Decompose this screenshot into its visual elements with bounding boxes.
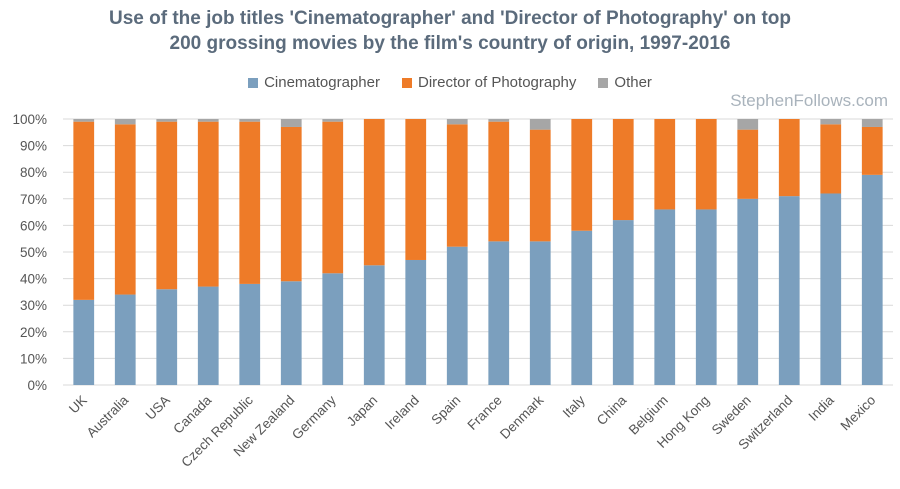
x-tick-label: Ireland — [382, 393, 422, 433]
x-tick-label: Denmark — [497, 392, 547, 442]
legend-label-director-of-photography: Director of Photography — [417, 74, 577, 91]
y-tick-label: 70% — [20, 192, 47, 207]
x-tick-label: China — [594, 392, 630, 428]
x-tick-label: Mexico — [838, 393, 879, 434]
bar-segment-cinematographer — [529, 241, 551, 385]
bar-segment-other — [861, 119, 883, 127]
bar-segment-cinematographer — [405, 259, 427, 385]
bar-segment-director-of-photography — [322, 121, 344, 274]
legend-label-other: Other — [614, 74, 652, 91]
bar-segment-director-of-photography — [405, 119, 427, 260]
x-tick-label: Czech Republic — [178, 392, 256, 470]
legend-swatch-director-of-photography — [401, 77, 412, 88]
bar-segment-other — [488, 119, 510, 122]
bar-segment-director-of-photography — [280, 126, 302, 282]
x-tick-label: Australia — [84, 392, 132, 440]
bar-segment-cinematographer — [737, 198, 759, 385]
bar-segment-cinematographer — [571, 230, 593, 385]
legend-item-cinematographer: Cinematographer — [248, 74, 380, 91]
bar-segment-director-of-photography — [488, 121, 510, 242]
bar-segment-director-of-photography — [695, 119, 717, 210]
y-tick-label: 60% — [20, 218, 47, 233]
bar-segment-cinematographer — [778, 196, 800, 385]
legend-label-cinematographer: Cinematographer — [264, 74, 380, 91]
y-tick-label: 20% — [20, 325, 47, 340]
bar-segment-other — [73, 119, 95, 122]
bar-segment-cinematographer — [239, 283, 261, 385]
bar-segment-other — [820, 119, 842, 125]
bar-segment-cinematographer — [612, 220, 634, 385]
legend-swatch-other — [598, 77, 609, 88]
x-tick-label: Germany — [289, 392, 339, 442]
y-tick-label: 90% — [20, 139, 47, 154]
bar-segment-cinematographer — [446, 246, 468, 385]
y-tick-label: 30% — [20, 298, 47, 313]
y-tick-label: 50% — [20, 245, 47, 260]
x-tick-label: UK — [66, 393, 90, 417]
bar-segment-director-of-photography — [778, 119, 800, 197]
x-tick-label: Italy — [560, 392, 588, 420]
bar-segment-other — [280, 119, 302, 127]
legend-item-other: Other — [598, 74, 652, 91]
bar-segment-director-of-photography — [571, 119, 593, 231]
chart-title: Use of the job titles 'Cinematographer' … — [0, 6, 900, 56]
chart-title-line-2: 200 grossing movies by the film's countr… — [169, 33, 731, 54]
bar-segment-other — [239, 119, 261, 122]
watermark: StephenFollows.com — [730, 91, 888, 110]
bar-segment-director-of-photography — [820, 124, 842, 194]
bar-segment-other — [529, 119, 551, 130]
x-tick-label: India — [806, 392, 838, 424]
bar-segment-cinematographer — [488, 241, 510, 385]
bar-segment-other — [737, 119, 759, 130]
bar-segment-director-of-photography — [737, 129, 759, 199]
chart-title-line-1: Use of the job titles 'Cinematographer' … — [108, 8, 792, 29]
x-tick-label: France — [465, 393, 505, 433]
bar-segment-cinematographer — [114, 294, 136, 385]
bar-segment-cinematographer — [73, 299, 95, 385]
bar-segment-cinematographer — [156, 289, 178, 385]
x-tick-label: USA — [143, 393, 173, 423]
y-tick-label: 0% — [27, 378, 47, 393]
bar-segment-cinematographer — [861, 174, 883, 385]
bar-segment-director-of-photography — [861, 126, 883, 175]
bar-segment-cinematographer — [695, 209, 717, 385]
bar-segment-director-of-photography — [612, 119, 634, 221]
bar-segment-cinematographer — [654, 209, 676, 385]
bar-segment-director-of-photography — [197, 121, 219, 287]
bar-segment-cinematographer — [197, 286, 219, 385]
bar-segment-director-of-photography — [239, 121, 261, 284]
x-tick-label: Spain — [428, 393, 463, 428]
bar-segment-cinematographer — [363, 265, 385, 385]
bar-segment-director-of-photography — [73, 121, 95, 300]
bar-segment-director-of-photography — [529, 129, 551, 242]
bar-segment-cinematographer — [322, 273, 344, 385]
bar-segment-other — [446, 119, 468, 125]
y-tick-label: 10% — [20, 351, 47, 366]
bar-segment-other — [322, 119, 344, 122]
y-tick-label: 40% — [20, 272, 47, 287]
bar-segment-other — [156, 119, 178, 122]
legend-item-director-of-photography: Director of Photography — [401, 74, 577, 91]
bar-segment-other — [197, 119, 219, 122]
y-tick-label: 80% — [20, 165, 47, 180]
bar-segment-cinematographer — [280, 281, 302, 385]
bar-segment-director-of-photography — [114, 124, 136, 295]
bar-segment-director-of-photography — [363, 119, 385, 266]
bar-segment-cinematographer — [820, 193, 842, 385]
y-tick-label: 100% — [12, 112, 47, 127]
bar-segment-director-of-photography — [446, 124, 468, 247]
bar-segment-other — [114, 119, 136, 125]
bar-segment-director-of-photography — [654, 119, 676, 210]
x-tick-label: Japan — [344, 393, 381, 430]
chart-legend: Cinematographer Director of Photography … — [0, 74, 900, 91]
bar-segment-director-of-photography — [156, 121, 178, 290]
legend-swatch-cinematographer — [248, 77, 259, 88]
